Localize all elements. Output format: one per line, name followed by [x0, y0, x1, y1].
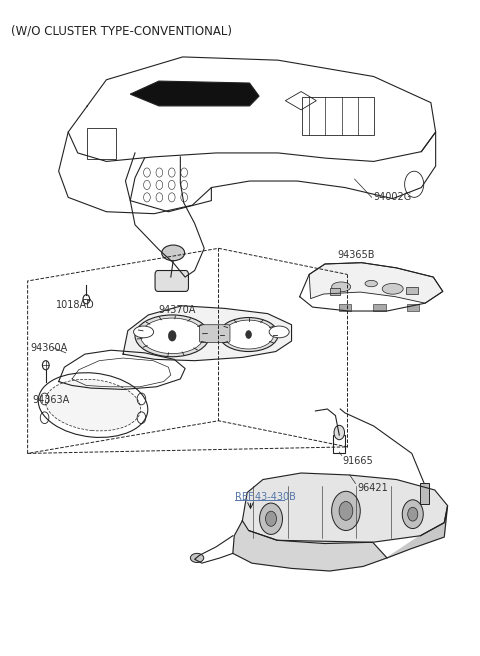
Bar	[373, 304, 385, 311]
Bar	[87, 128, 116, 159]
Text: REF.43-430B: REF.43-430B	[235, 491, 296, 502]
Ellipse shape	[224, 320, 274, 349]
Circle shape	[339, 501, 353, 520]
Circle shape	[260, 503, 282, 535]
Bar	[407, 304, 419, 311]
Text: 96421: 96421	[357, 483, 388, 493]
Circle shape	[168, 331, 176, 341]
Polygon shape	[233, 521, 387, 571]
Bar	[302, 97, 373, 135]
Bar	[333, 435, 346, 453]
Text: 94002G: 94002G	[373, 192, 412, 202]
Bar	[406, 287, 419, 294]
Ellipse shape	[141, 318, 204, 354]
Circle shape	[334, 425, 345, 440]
Ellipse shape	[133, 326, 154, 338]
Bar	[420, 483, 429, 504]
Circle shape	[402, 500, 423, 529]
Circle shape	[332, 491, 360, 531]
Text: 94370A: 94370A	[159, 305, 196, 316]
Ellipse shape	[38, 373, 148, 438]
Ellipse shape	[269, 326, 289, 338]
Circle shape	[246, 331, 252, 338]
FancyBboxPatch shape	[155, 270, 189, 291]
Ellipse shape	[332, 282, 351, 292]
Ellipse shape	[162, 245, 185, 260]
Ellipse shape	[135, 315, 209, 357]
Polygon shape	[309, 262, 443, 303]
Text: 94363A: 94363A	[33, 395, 70, 405]
Polygon shape	[387, 506, 447, 558]
Ellipse shape	[191, 554, 204, 562]
Text: 1018AD: 1018AD	[56, 300, 95, 310]
Text: 94365B: 94365B	[338, 250, 375, 260]
Ellipse shape	[365, 280, 377, 287]
Polygon shape	[242, 473, 447, 544]
Ellipse shape	[382, 283, 403, 294]
Circle shape	[265, 511, 276, 526]
Ellipse shape	[219, 318, 278, 352]
Bar	[330, 287, 340, 295]
Circle shape	[408, 507, 418, 521]
Text: (W/O CLUSTER TYPE-CONVENTIONAL): (W/O CLUSTER TYPE-CONVENTIONAL)	[11, 24, 232, 37]
FancyBboxPatch shape	[199, 325, 230, 342]
Ellipse shape	[46, 379, 141, 431]
Bar	[339, 304, 351, 311]
Text: 91665: 91665	[343, 456, 373, 466]
Text: 94360A: 94360A	[30, 342, 67, 352]
Polygon shape	[130, 81, 259, 106]
Polygon shape	[123, 306, 291, 361]
